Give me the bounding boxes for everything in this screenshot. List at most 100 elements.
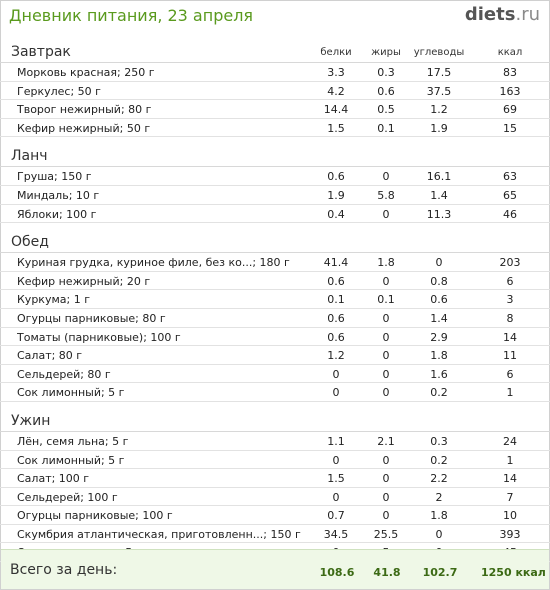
carbs-value: 1.4 (430, 311, 448, 325)
carbs-value: 1.6 (430, 367, 448, 381)
column-header-kcal: ккал (497, 47, 523, 58)
food-name: Лён, семя льна; 5 г (17, 434, 129, 448)
section-header: Обед (0, 231, 550, 254)
section-title: Завтрак (11, 44, 71, 60)
table-row: Сок лимонный; 5 г 0 0 0.2 1 (0, 383, 550, 402)
protein-value: 1.1 (327, 434, 345, 448)
kcal-value: 83 (503, 66, 517, 79)
protein-value: 0 (332, 453, 340, 467)
table-row: Сельдерей; 100 г 0 0 2 7 (0, 488, 550, 507)
kcal-value: 14 (503, 472, 517, 486)
section-header: Завтрак белки жиры углеводы ккал (0, 41, 550, 63)
protein-value: 0.1 (327, 293, 345, 307)
table-row: Миндаль; 10 г 1.9 5.8 1.4 65 (0, 186, 550, 205)
kcal-value: 1 (506, 453, 514, 467)
totals-kcal: 1250 ккал (481, 566, 546, 579)
carbs-value: 16.1 (426, 170, 452, 184)
fat-value: 0 (382, 509, 390, 523)
section-gap (0, 137, 550, 145)
kcal-value: 6 (506, 274, 514, 288)
protein-value: 0.4 (327, 207, 345, 221)
fat-value: 0 (382, 207, 390, 221)
carbs-value: 0.2 (430, 453, 448, 467)
fat-value: 0 (382, 170, 390, 184)
carbs-value: 0 (435, 256, 443, 270)
kcal-value: 8 (506, 311, 514, 325)
table-row: Морковь красная; 250 г 3.3 0.3 17.5 83 (0, 63, 550, 82)
protein-value: 1.2 (327, 349, 345, 363)
table-row: Скумбрия атлантическая, приготовленн...;… (0, 525, 550, 544)
table-row: Лён, семя льна; 5 г 1.1 2.1 0.3 24 (0, 432, 550, 451)
section-header: Ужин (0, 410, 550, 432)
protein-value: 1.5 (327, 121, 345, 135)
table-row: Кефир нежирный; 50 г 1.5 0.1 1.9 15 (0, 119, 550, 138)
kcal-value: 11 (503, 349, 517, 363)
kcal-value: 393 (499, 527, 521, 541)
column-header-carbs: углеводы (413, 47, 465, 58)
food-name: Груша; 150 г (17, 170, 92, 184)
site-logo[interactable]: diets.ru (465, 4, 540, 25)
fat-value: 0 (382, 386, 390, 400)
totals-label: Всего за день: (10, 562, 118, 578)
fat-value: 0 (382, 367, 390, 381)
kcal-value: 65 (503, 188, 517, 202)
food-name: Творог нежирный; 80 г (17, 103, 152, 117)
page-title: Дневник питания, 23 апреля (9, 6, 254, 25)
section-title: Ужин (11, 412, 51, 429)
food-name: Кефир нежирный; 50 г (17, 121, 151, 135)
carbs-value: 37.5 (426, 84, 452, 98)
logo-main: diets (464, 4, 516, 25)
carbs-value: 1.2 (430, 103, 448, 117)
protein-value: 0 (332, 386, 340, 400)
fat-value: 0.1 (377, 121, 395, 135)
diary-table: Завтрак белки жиры углеводы ккал Морковь крас… (0, 41, 550, 563)
table-row: Куриная грудка, куриное филе, без ко...;… (0, 253, 550, 272)
carbs-value: 0.3 (430, 434, 448, 448)
fat-value: 0 (382, 490, 390, 504)
food-name: Яблоки; 100 г (17, 207, 97, 221)
kcal-value: 46 (503, 207, 517, 221)
section-title: Ланч (11, 148, 48, 165)
carbs-value: 0.2 (430, 386, 448, 400)
table-row: Салат; 100 г 1.5 0 2.2 14 (0, 469, 550, 488)
kcal-value: 14 (503, 330, 517, 344)
carbs-value: 1.8 (430, 349, 448, 363)
logo-dot: . (515, 4, 522, 25)
food-name: Сельдерей; 100 г (17, 490, 118, 504)
kcal-value: 203 (499, 256, 521, 270)
section-title: Обед (11, 234, 49, 251)
kcal-value: 6 (506, 367, 514, 381)
carbs-value: 0.8 (430, 274, 448, 288)
carbs-value: 2 (435, 490, 443, 504)
kcal-value: 3 (506, 293, 514, 307)
protein-value: 0.7 (327, 509, 345, 523)
table-row: Груша; 150 г 0.6 0 16.1 63 (0, 167, 550, 186)
fat-value: 0 (382, 472, 390, 486)
food-name: Морковь красная; 250 г (17, 66, 155, 79)
food-name: Огурцы парниковые; 80 г (17, 311, 166, 325)
fat-value: 5.8 (377, 188, 395, 202)
totals-protein: 108.6 (319, 566, 355, 579)
fat-value: 0 (382, 274, 390, 288)
protein-value: 3.3 (327, 66, 345, 79)
fat-value: 0 (382, 349, 390, 363)
table-row: Сок лимонный; 5 г 0 0 0.2 1 (0, 451, 550, 470)
carbs-value: 11.3 (426, 207, 452, 221)
table-row: Салат; 80 г 1.2 0 1.8 11 (0, 346, 550, 365)
protein-value: 34.5 (323, 527, 349, 541)
food-name: Скумбрия атлантическая, приготовленн...;… (17, 527, 301, 541)
section-gap (0, 223, 550, 231)
table-row: Яблоки; 100 г 0.4 0 11.3 46 (0, 205, 550, 224)
fat-value: 0 (382, 330, 390, 344)
food-name: Сельдерей; 80 г (17, 367, 111, 381)
protein-value: 1.9 (327, 188, 345, 202)
protein-value: 0 (332, 367, 340, 381)
food-name: Сок лимонный; 5 г (17, 453, 125, 467)
totals-fat: 41.8 (373, 566, 401, 579)
carbs-value: 2.2 (430, 472, 448, 486)
food-name: Геркулес; 50 г (17, 84, 101, 98)
fat-value: 0 (382, 311, 390, 325)
protein-value: 41.4 (323, 256, 349, 270)
kcal-value: 63 (503, 170, 517, 184)
kcal-value: 15 (503, 121, 517, 135)
